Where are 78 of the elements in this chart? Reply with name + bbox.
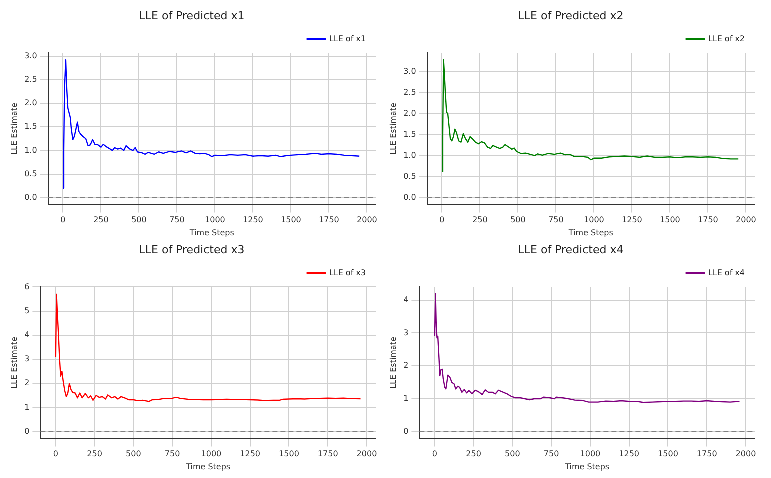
chart-title: LLE of Predicted x1	[139, 9, 245, 22]
x-tick-label: 0	[440, 216, 445, 225]
legend-label: LLE of x2	[708, 34, 746, 44]
y-tick-label: 2.5	[24, 74, 38, 84]
x-tick-label: 1500	[279, 450, 300, 459]
y-axis-title: LLE Estimate	[388, 337, 398, 389]
x-tick-label: 1000	[201, 450, 222, 459]
x-tick-label: 0	[432, 450, 438, 459]
x-tick-label: 1750	[696, 450, 718, 459]
x-tick-label: 1000	[205, 216, 226, 225]
y-tick-label: 6	[24, 282, 30, 292]
x-tick-label: 2000	[736, 216, 756, 225]
y-tick-label: 2.0	[404, 108, 416, 118]
y-tick-label: 1	[24, 402, 30, 412]
x-axis-title: Time Steps	[564, 462, 610, 472]
x-tick-label: 2000	[736, 450, 756, 459]
x-tick-label: 1750	[318, 450, 338, 459]
y-tick-label: 0.5	[24, 169, 38, 178]
y-tick-label: 0.0	[24, 192, 38, 202]
x-tick-label: 750	[170, 216, 185, 225]
x-tick-label: 250	[87, 450, 102, 459]
y-tick-label: 0.5	[404, 172, 416, 181]
y-tick-label: 1	[404, 394, 409, 404]
legend-label: LLE of x1	[329, 34, 366, 44]
x-tick-label: 1000	[580, 450, 601, 459]
x-tick-label: 1750	[698, 216, 718, 225]
x-tick-label: 1000	[584, 216, 604, 225]
x-tick-label: 2000	[357, 216, 378, 225]
y-tick-label: 3	[404, 328, 409, 338]
x-tick-label: 500	[510, 216, 526, 225]
x-tick-label: 1500	[660, 216, 680, 225]
x-tick-label: 0	[60, 216, 66, 225]
legend-label: LLE of x4	[708, 268, 746, 278]
y-tick-label: 2	[404, 361, 409, 370]
x-axis-title: Time Steps	[188, 228, 234, 238]
chart-title: LLE of Predicted x3	[139, 243, 245, 256]
y-tick-label: 1.0	[404, 150, 416, 160]
y-tick-label: 0	[24, 426, 30, 436]
y-tick-label: 0.0	[404, 192, 416, 202]
chart-title: LLE of Predicted x4	[518, 243, 624, 256]
x-axis-title: Time Steps	[185, 462, 231, 472]
y-tick-label: 3	[24, 354, 30, 364]
y-tick-label: 2.5	[404, 88, 416, 97]
x-tick-label: 1500	[658, 450, 678, 459]
x-tick-label: 250	[466, 450, 482, 459]
x-tick-label: 0	[53, 450, 58, 459]
y-tick-label: 0	[404, 426, 409, 436]
y-axis-title: LLE Estimate	[388, 103, 398, 155]
y-tick-label: 4	[404, 295, 409, 304]
x-tick-label: 750	[548, 216, 564, 225]
x-tick-label: 250	[472, 216, 488, 225]
chart-title: LLE of Predicted x2	[518, 9, 624, 22]
x-tick-label: 1250	[240, 450, 261, 459]
x-tick-label: 750	[544, 450, 560, 459]
y-tick-label: 4	[24, 330, 30, 340]
x-tick-label: 500	[505, 450, 520, 459]
y-tick-label: 2.0	[24, 98, 38, 108]
x-tick-label: 1250	[622, 216, 642, 225]
x-tick-label: 2000	[356, 450, 378, 459]
x-tick-label: 1500	[281, 216, 302, 225]
x-tick-label: 1250	[619, 450, 640, 459]
x-tick-label: 250	[94, 216, 109, 225]
legend-label: LLE of x3	[329, 268, 366, 278]
x-tick-label: 500	[132, 216, 147, 225]
y-tick-label: 3.0	[24, 51, 38, 60]
x-tick-label: 750	[164, 450, 180, 459]
y-axis-title: LLE Estimate	[10, 337, 19, 389]
y-tick-label: 1.5	[24, 122, 38, 132]
y-axis-title: LLE Estimate	[10, 103, 19, 155]
y-tick-label: 1.0	[24, 146, 38, 155]
y-tick-label: 5	[24, 306, 30, 316]
x-axis-title: Time Steps	[568, 228, 614, 238]
x-tick-label: 1750	[319, 216, 340, 225]
x-tick-label: 500	[126, 450, 142, 459]
x-tick-label: 1250	[243, 216, 264, 225]
y-tick-label: 3.0	[404, 66, 416, 76]
y-tick-label: 1.5	[404, 130, 416, 139]
y-tick-label: 2	[24, 378, 30, 388]
